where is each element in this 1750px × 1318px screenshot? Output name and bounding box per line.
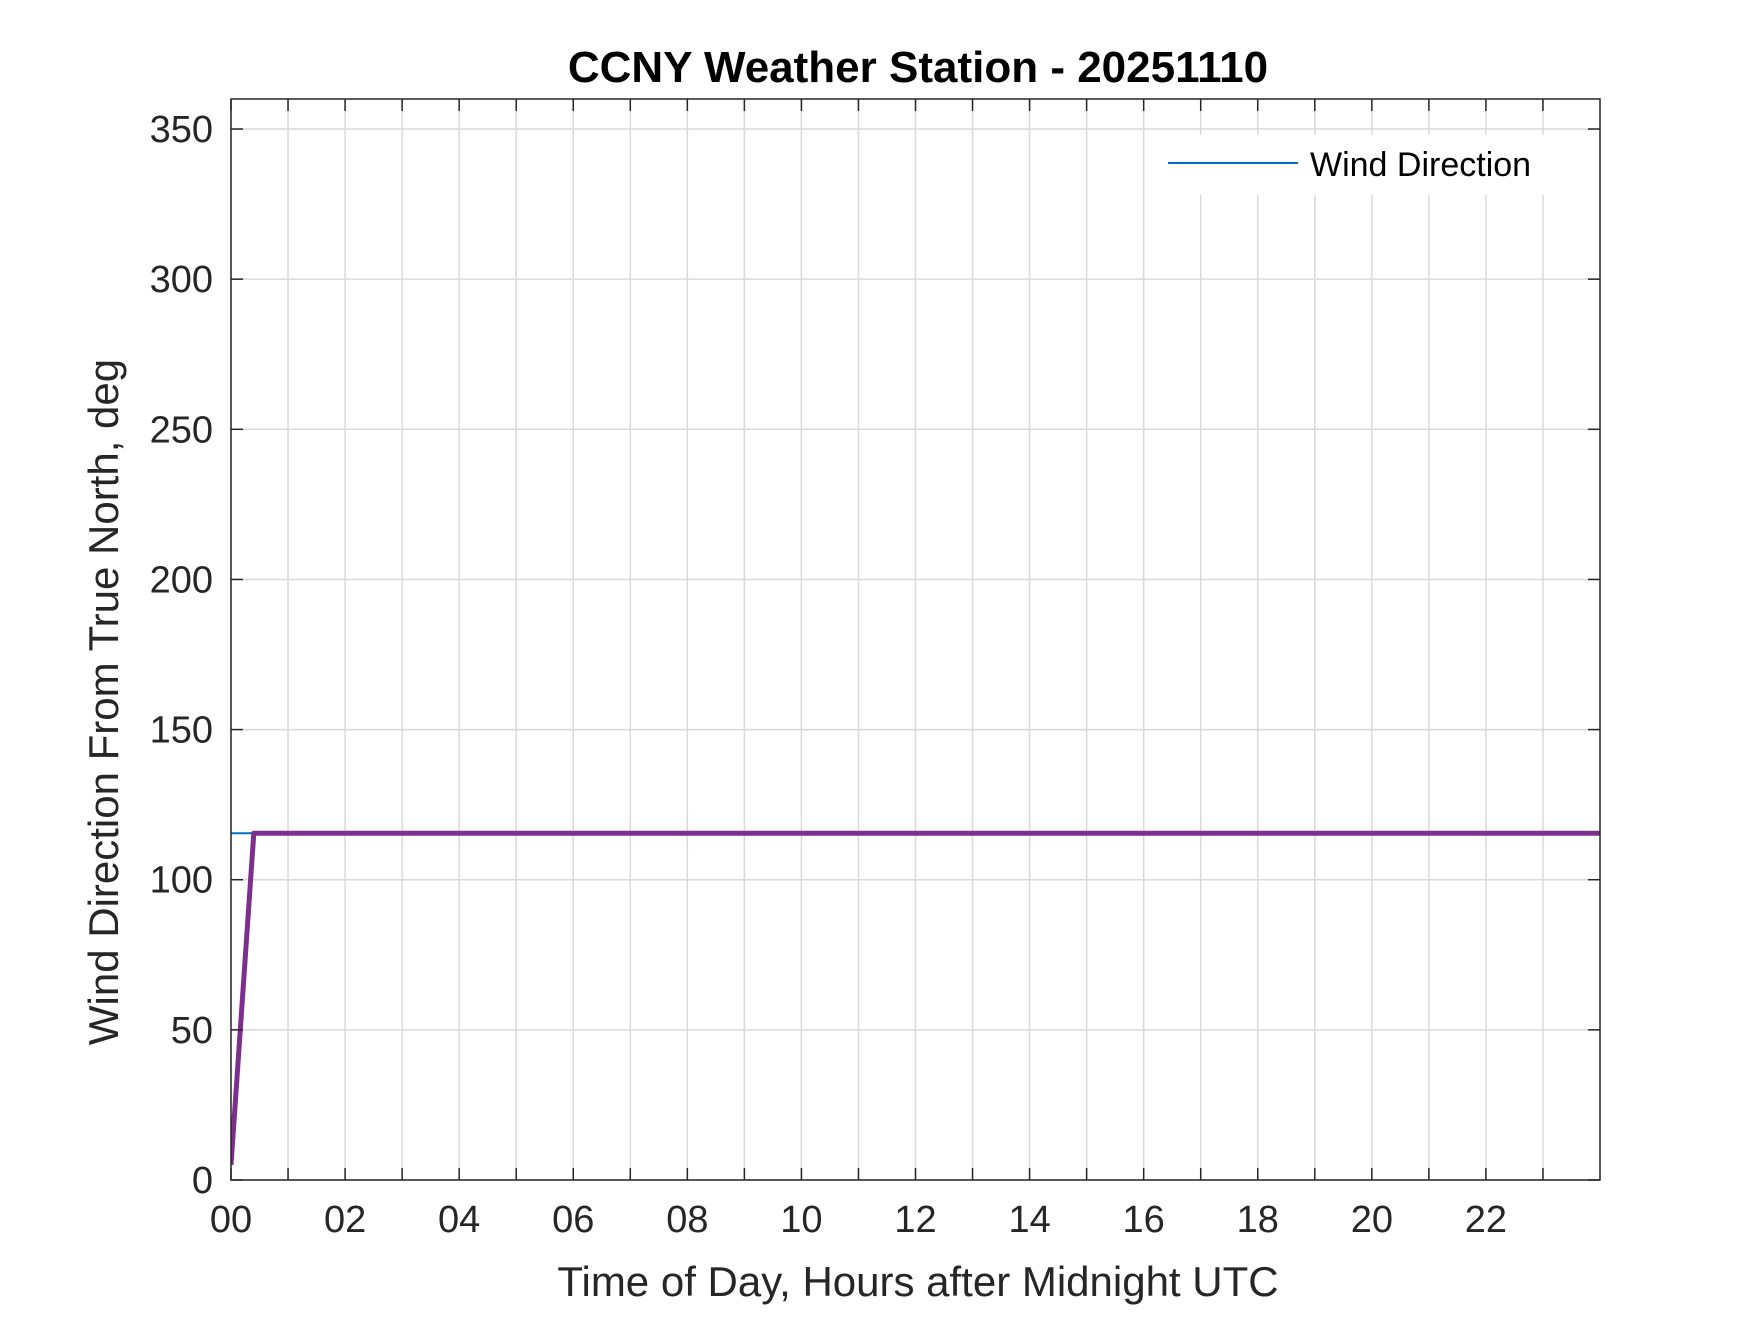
x-tick-labels: 00 02 04 06 08 10 12 14 16 18 20 22: [210, 1199, 1507, 1241]
x-axis-label: Time of Day, Hours after Midnight UTC: [557, 1258, 1278, 1305]
x-tick-label: 20: [1351, 1199, 1393, 1241]
legend-box: [1155, 135, 1565, 195]
data-series: [231, 830, 1600, 1166]
x-tick-label: 12: [894, 1199, 936, 1241]
x-tick-label: 18: [1237, 1199, 1279, 1241]
legend-label-wind-direction: Wind Direction: [1310, 146, 1531, 184]
x-tick-label: 04: [438, 1199, 480, 1241]
tick-marks: [230, 99, 1600, 1181]
y-tick-label: 200: [150, 559, 213, 601]
y-tick-label: 50: [171, 1010, 213, 1052]
x-tick-label: 06: [552, 1199, 594, 1241]
y-tick-label: 250: [150, 409, 213, 451]
y-tick-label: 100: [150, 860, 213, 902]
y-tick-label: 300: [150, 259, 213, 301]
x-tick-label: 16: [1123, 1199, 1165, 1241]
chart-title: CCNY Weather Station - 20251110: [568, 43, 1268, 92]
x-tick-label: 02: [324, 1199, 366, 1241]
legend: Wind Direction: [1155, 135, 1565, 195]
y-tick-label: 0: [192, 1160, 213, 1202]
x-tick-label: 08: [666, 1199, 708, 1241]
series-line-wind-direction-overlay: [231, 830, 1600, 1166]
x-tick-label: 22: [1465, 1199, 1507, 1241]
y-tick-label: 150: [150, 710, 213, 752]
x-tick-label: 00: [210, 1199, 252, 1241]
y-axis-label: Wind Direction From True North, deg: [80, 359, 127, 1045]
y-tick-labels: 0 50 100 150 200 250 300 350: [150, 109, 213, 1202]
y-tick-label: 350: [150, 109, 213, 151]
x-tick-label: 10: [780, 1199, 822, 1241]
x-tick-label: 14: [1008, 1199, 1050, 1241]
